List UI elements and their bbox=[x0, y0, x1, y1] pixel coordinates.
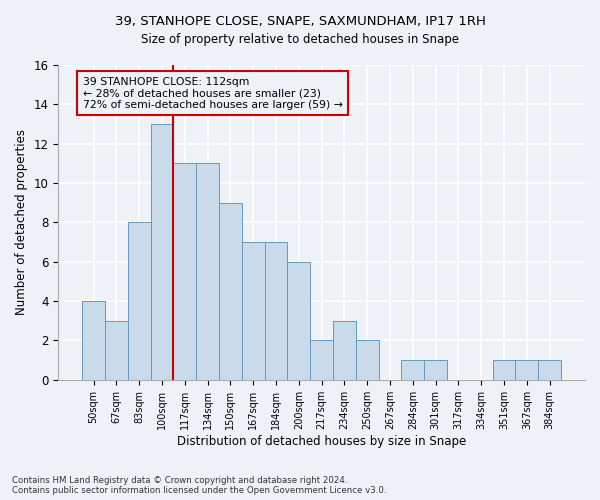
Bar bbox=[242, 242, 265, 380]
Bar bbox=[310, 340, 333, 380]
Bar bbox=[151, 124, 173, 380]
Bar bbox=[515, 360, 538, 380]
Bar bbox=[424, 360, 447, 380]
Bar bbox=[173, 164, 196, 380]
Bar bbox=[493, 360, 515, 380]
Bar bbox=[265, 242, 287, 380]
Bar bbox=[538, 360, 561, 380]
Bar bbox=[105, 321, 128, 380]
Bar bbox=[82, 301, 105, 380]
Bar bbox=[128, 222, 151, 380]
Bar bbox=[196, 164, 219, 380]
Text: 39 STANHOPE CLOSE: 112sqm
← 28% of detached houses are smaller (23)
72% of semi-: 39 STANHOPE CLOSE: 112sqm ← 28% of detac… bbox=[83, 77, 343, 110]
Bar bbox=[356, 340, 379, 380]
Bar bbox=[333, 321, 356, 380]
Bar bbox=[219, 202, 242, 380]
Bar bbox=[401, 360, 424, 380]
X-axis label: Distribution of detached houses by size in Snape: Distribution of detached houses by size … bbox=[177, 434, 466, 448]
Text: Size of property relative to detached houses in Snape: Size of property relative to detached ho… bbox=[141, 32, 459, 46]
Y-axis label: Number of detached properties: Number of detached properties bbox=[15, 130, 28, 316]
Text: 39, STANHOPE CLOSE, SNAPE, SAXMUNDHAM, IP17 1RH: 39, STANHOPE CLOSE, SNAPE, SAXMUNDHAM, I… bbox=[115, 15, 485, 28]
Text: Contains HM Land Registry data © Crown copyright and database right 2024.
Contai: Contains HM Land Registry data © Crown c… bbox=[12, 476, 386, 495]
Bar bbox=[287, 262, 310, 380]
